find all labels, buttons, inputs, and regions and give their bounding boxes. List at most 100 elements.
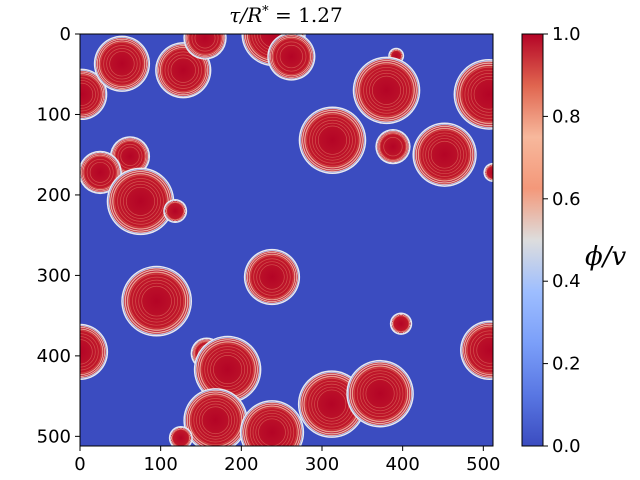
bubble-ripple xyxy=(259,264,285,290)
bubble-core xyxy=(95,37,149,91)
bubble-ripple xyxy=(207,349,248,390)
x-tick-label: 300 xyxy=(305,454,339,475)
bubble-core xyxy=(80,325,107,379)
bubble-ripple xyxy=(461,66,493,122)
bubble xyxy=(346,359,414,428)
y-tick-label: 200 xyxy=(37,185,71,206)
bubble-ripple xyxy=(362,376,398,412)
bubble-ripple xyxy=(166,202,184,220)
bubble-ripple xyxy=(360,64,413,117)
bubble-core xyxy=(461,322,493,379)
x-tick-label: 400 xyxy=(385,454,419,475)
bubble-ripple xyxy=(392,315,410,332)
bubble-ripple xyxy=(80,339,93,365)
bubble xyxy=(183,388,248,446)
bubble-ripple xyxy=(470,330,493,370)
bubble-ripple xyxy=(467,73,493,116)
bubble xyxy=(412,122,477,187)
bubble-ripple xyxy=(172,429,190,446)
colorbar-tick-label: 0.4 xyxy=(552,271,581,292)
bubble xyxy=(80,150,122,195)
bubble-ripple xyxy=(365,379,395,409)
bubble-ripple xyxy=(191,34,219,52)
bubble-ripple xyxy=(419,129,470,180)
bubble-ripple xyxy=(103,45,141,83)
bubble-core xyxy=(484,164,493,181)
bubble-core xyxy=(111,137,149,175)
bubble-core xyxy=(245,250,299,304)
colorbar-label: ϕ/v xyxy=(585,242,626,272)
bubble-ripple xyxy=(276,41,307,72)
bubble xyxy=(80,323,109,380)
bubble-ripple xyxy=(366,69,407,111)
colorbar-tick-label: 0.0 xyxy=(552,436,581,457)
bubble xyxy=(193,335,262,404)
x-tick-label: 500 xyxy=(466,454,500,475)
bubble xyxy=(168,425,193,446)
y-tick-label: 100 xyxy=(37,104,71,125)
bubble-ripple xyxy=(356,370,404,417)
bubble-ripple xyxy=(359,373,401,415)
bubble-ripple xyxy=(255,415,289,446)
bubble-ripple xyxy=(279,44,303,69)
y-tick-label: 400 xyxy=(37,346,71,367)
bubble-core xyxy=(80,152,121,193)
bubble-ripple xyxy=(129,273,185,329)
bubble xyxy=(267,34,316,81)
bubble-ripple xyxy=(309,116,356,164)
bubble-core xyxy=(184,34,226,59)
bubble-core xyxy=(391,314,411,334)
bubble-ripple xyxy=(83,155,117,189)
bubble-ripple xyxy=(317,389,347,419)
bubble-ripple xyxy=(167,54,199,86)
bubble xyxy=(163,199,188,224)
bubble xyxy=(298,106,367,174)
bubble-ripple xyxy=(80,333,99,371)
colorbar-tick-label: 0.6 xyxy=(552,189,581,210)
bubble-ripple xyxy=(476,336,493,364)
bubble-ripple xyxy=(464,69,493,119)
bubble-ripple xyxy=(371,75,402,105)
bubble-ripple xyxy=(190,395,241,446)
bubble-ripple xyxy=(425,135,464,175)
bubble-ripple xyxy=(466,327,493,374)
bubble-ripple xyxy=(80,336,96,368)
bubble-ripple xyxy=(315,122,350,158)
bubble-ripple xyxy=(317,125,348,155)
bubble-ripple xyxy=(201,406,230,435)
bubble xyxy=(106,167,175,236)
bubble-ripple xyxy=(86,158,114,186)
bubble-ripple xyxy=(117,143,143,169)
bubble-ripple xyxy=(470,76,493,113)
bubble-ripple xyxy=(170,57,196,83)
bubble-ripple xyxy=(188,34,222,55)
bubble-ripple xyxy=(422,132,467,177)
bubble-ripple xyxy=(383,137,403,157)
heatmap-background xyxy=(80,34,493,446)
bubble-ripple xyxy=(106,48,138,80)
bubble-ripple xyxy=(117,178,164,225)
bubble-ripple xyxy=(123,183,158,219)
bubble-ripple xyxy=(473,333,493,367)
bubble-ripple xyxy=(89,161,111,183)
heatmap-plot-area xyxy=(79,33,494,447)
y-tick-label: 300 xyxy=(37,265,71,286)
bubble-ripple xyxy=(250,255,294,299)
bubble-core xyxy=(170,427,192,446)
bubble xyxy=(460,320,493,380)
y-tick-label: 500 xyxy=(37,426,71,447)
bubble-ripple xyxy=(80,82,94,106)
bubble-ripple xyxy=(120,181,161,222)
colorbar-tick-label: 0.8 xyxy=(552,106,581,127)
bubble-ripple xyxy=(138,282,175,320)
bubble xyxy=(183,34,227,60)
bubble xyxy=(352,56,421,125)
bubble xyxy=(239,400,305,446)
bubble-ripple xyxy=(272,38,310,75)
bubble-ripple xyxy=(363,67,410,114)
colorbar-gradient xyxy=(521,33,544,447)
bubble-ripple xyxy=(473,79,493,110)
x-tick-label: 200 xyxy=(224,454,258,475)
bubble-ripple xyxy=(198,403,233,437)
bubble-ripple xyxy=(213,355,243,385)
